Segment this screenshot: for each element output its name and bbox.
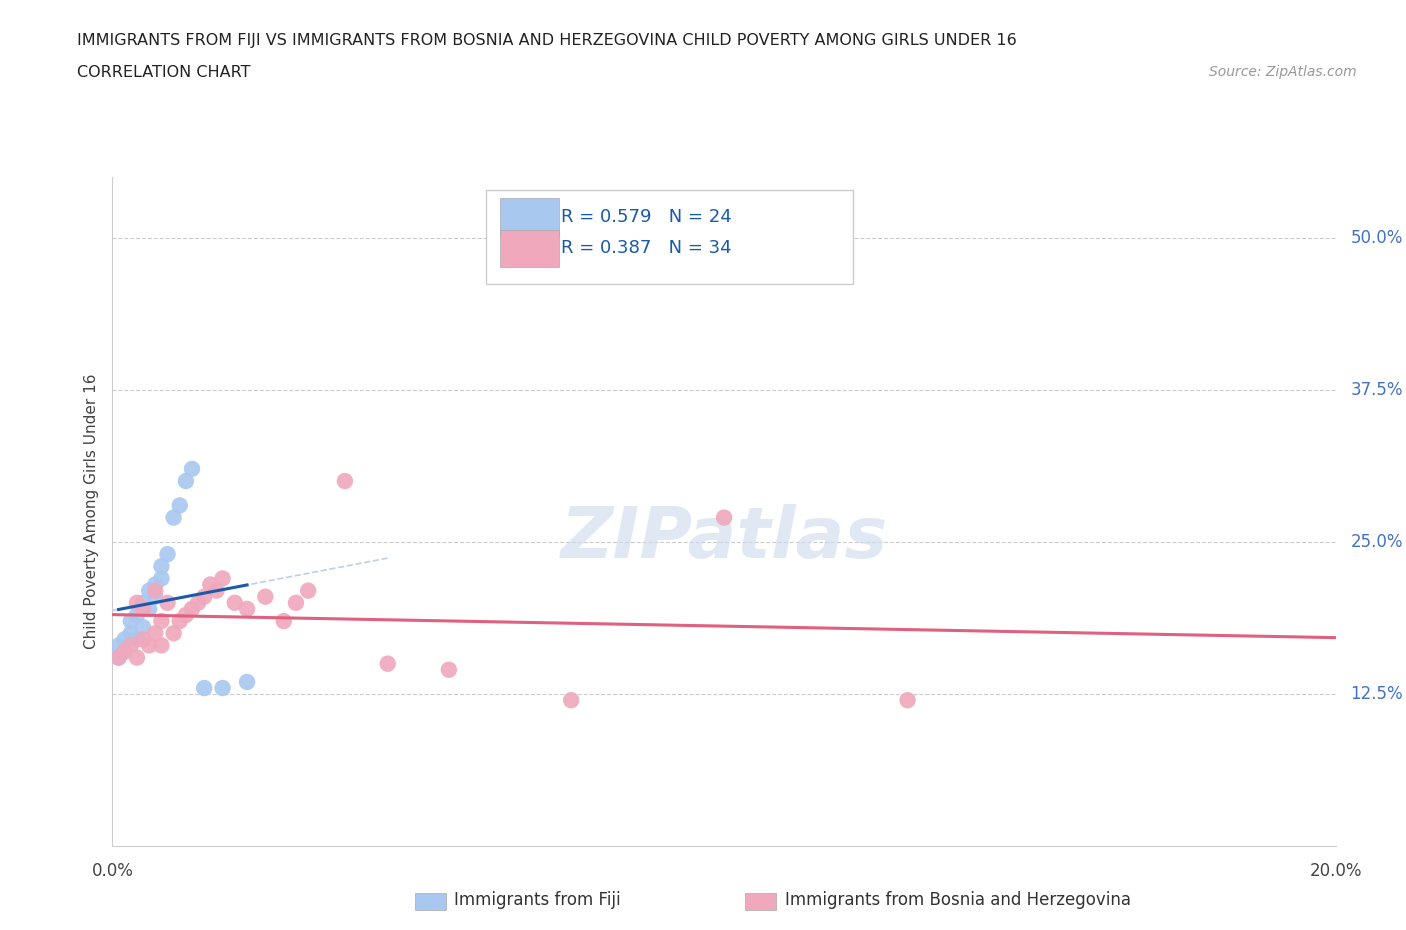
Point — [107, 650, 129, 665]
Point — [125, 631, 148, 646]
Point — [169, 614, 191, 629]
FancyBboxPatch shape — [501, 230, 560, 267]
Point — [132, 602, 155, 617]
Text: CORRELATION CHART: CORRELATION CHART — [77, 65, 250, 80]
Point — [114, 631, 136, 646]
Point — [150, 571, 173, 586]
Point — [284, 595, 308, 610]
Point — [138, 602, 160, 617]
Text: ZIPatlas: ZIPatlas — [561, 504, 887, 573]
Point — [181, 602, 204, 617]
Point — [174, 473, 197, 488]
Point — [114, 644, 136, 659]
Point — [114, 644, 136, 659]
Point — [156, 595, 179, 610]
Point — [560, 693, 582, 708]
Point — [273, 614, 295, 629]
Text: Immigrants from Bosnia and Herzegovina: Immigrants from Bosnia and Herzegovina — [785, 891, 1130, 910]
Point — [138, 583, 160, 598]
Point — [236, 674, 259, 689]
Point — [211, 571, 233, 586]
Point — [156, 547, 179, 562]
Point — [713, 511, 735, 525]
Point — [333, 473, 356, 488]
Text: R = 0.579   N = 24: R = 0.579 N = 24 — [561, 208, 733, 226]
Point — [377, 657, 399, 671]
Point — [143, 626, 166, 641]
Point — [150, 559, 173, 574]
Point — [437, 662, 460, 677]
Text: 12.5%: 12.5% — [1350, 685, 1403, 703]
Text: 50.0%: 50.0% — [1350, 229, 1403, 246]
Point — [143, 590, 166, 604]
Text: 37.5%: 37.5% — [1350, 380, 1403, 399]
Point — [143, 583, 166, 598]
Text: Source: ZipAtlas.com: Source: ZipAtlas.com — [1209, 65, 1357, 79]
Point — [138, 638, 160, 653]
Point — [193, 681, 215, 696]
Point — [897, 693, 920, 708]
Point — [120, 638, 142, 653]
Point — [125, 595, 148, 610]
Y-axis label: Child Poverty Among Girls Under 16: Child Poverty Among Girls Under 16 — [83, 374, 98, 649]
Point — [132, 631, 155, 646]
Point — [297, 583, 319, 598]
Point — [120, 614, 142, 629]
Point — [150, 614, 173, 629]
Text: R = 0.387   N = 34: R = 0.387 N = 34 — [561, 239, 733, 258]
Text: Immigrants from Fiji: Immigrants from Fiji — [454, 891, 621, 910]
Point — [107, 650, 129, 665]
Point — [163, 626, 186, 641]
Text: 25.0%: 25.0% — [1350, 533, 1403, 551]
Point — [150, 638, 173, 653]
Point — [187, 595, 209, 610]
Point — [236, 602, 259, 617]
FancyBboxPatch shape — [485, 190, 852, 284]
Point — [132, 595, 155, 610]
Point — [107, 638, 129, 653]
Point — [193, 590, 215, 604]
Point — [205, 583, 228, 598]
Point — [143, 578, 166, 592]
Point — [125, 607, 148, 622]
Point — [224, 595, 246, 610]
Point — [181, 461, 204, 476]
Point — [200, 578, 222, 592]
FancyBboxPatch shape — [501, 198, 560, 235]
Text: IMMIGRANTS FROM FIJI VS IMMIGRANTS FROM BOSNIA AND HERZEGOVINA CHILD POVERTY AMO: IMMIGRANTS FROM FIJI VS IMMIGRANTS FROM … — [77, 33, 1017, 47]
Point — [163, 511, 186, 525]
Point — [254, 590, 277, 604]
Point — [125, 650, 148, 665]
Point — [211, 681, 233, 696]
Point — [169, 498, 191, 512]
Point — [174, 607, 197, 622]
Point — [132, 619, 155, 634]
Point — [120, 626, 142, 641]
